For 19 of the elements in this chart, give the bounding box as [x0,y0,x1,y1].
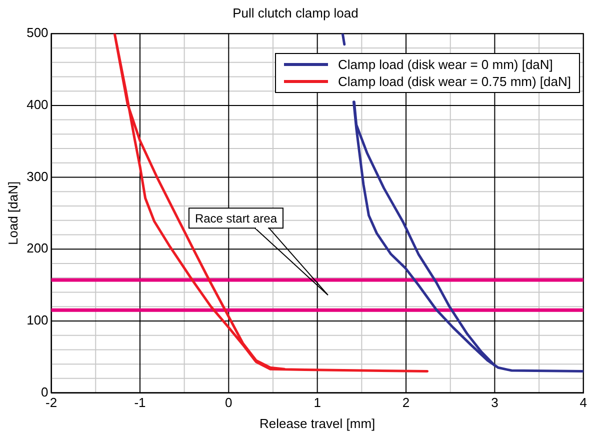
y-tick-label: 0 [41,384,48,400]
x-tick-label: 3 [491,395,498,410]
chart-title: Pull clutch clamp load [232,5,358,20]
legend-label: Clamp load (disk wear = 0.75 mm) [daN] [338,74,571,89]
x-tick-label: -1 [134,395,146,410]
y-tick-label: 400 [26,97,48,112]
y-axis-title: Load [daN] [5,181,20,246]
x-tick-label: -2 [46,395,58,410]
y-tick-label: 200 [26,240,48,256]
y-tick-label: 100 [26,312,48,328]
x-axis-title: Release travel [mm] [260,416,376,431]
legend-label: Clamp load (disk wear = 0 mm) [daN] [338,57,553,72]
annotation: Race start area [194,211,278,226]
x-tick-label: 4 [580,395,587,410]
x-tick-label: 0 [225,395,232,410]
y-tick-label: 500 [26,25,48,40]
y-tick-label: 300 [26,168,48,184]
x-tick-label: 2 [402,395,410,410]
x-tick-label: 1 [314,395,321,410]
